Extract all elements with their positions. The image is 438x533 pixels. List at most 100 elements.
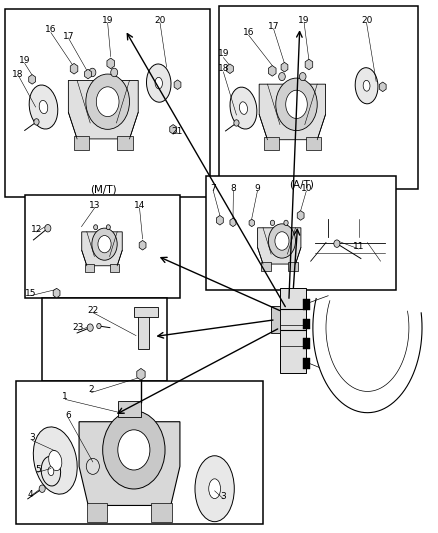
- Bar: [85, 264, 94, 272]
- Polygon shape: [230, 218, 236, 227]
- Bar: [306, 137, 321, 150]
- Text: 3: 3: [29, 433, 35, 442]
- Polygon shape: [258, 228, 301, 264]
- Polygon shape: [226, 64, 233, 74]
- Text: 11: 11: [353, 243, 364, 252]
- Text: 3: 3: [220, 491, 226, 500]
- Bar: [25, 195, 180, 298]
- Bar: [74, 136, 89, 150]
- Text: 14: 14: [134, 201, 145, 210]
- Text: 12: 12: [31, 225, 42, 234]
- Bar: [152, 503, 172, 522]
- Polygon shape: [53, 288, 60, 298]
- Polygon shape: [281, 62, 288, 72]
- Bar: [303, 358, 310, 368]
- Text: 2: 2: [89, 385, 94, 394]
- Text: 1: 1: [63, 392, 68, 401]
- Text: 19: 19: [218, 50, 229, 58]
- Ellipse shape: [230, 87, 257, 129]
- Circle shape: [97, 324, 101, 329]
- Circle shape: [89, 68, 96, 77]
- Bar: [288, 262, 298, 271]
- Ellipse shape: [286, 90, 307, 118]
- Bar: [261, 262, 271, 271]
- Bar: [87, 503, 107, 522]
- Polygon shape: [170, 125, 177, 134]
- Polygon shape: [174, 80, 181, 90]
- Ellipse shape: [275, 232, 289, 250]
- Circle shape: [94, 225, 98, 230]
- Ellipse shape: [155, 77, 162, 89]
- Circle shape: [106, 225, 110, 230]
- Circle shape: [270, 220, 275, 225]
- Text: 20: 20: [154, 16, 166, 25]
- Text: 16: 16: [243, 28, 254, 37]
- Text: 13: 13: [89, 201, 100, 210]
- Ellipse shape: [98, 236, 111, 253]
- Polygon shape: [79, 422, 180, 505]
- Bar: [303, 300, 310, 310]
- Circle shape: [45, 224, 51, 232]
- Bar: [272, 306, 280, 333]
- Ellipse shape: [48, 467, 54, 475]
- Polygon shape: [297, 211, 304, 220]
- Polygon shape: [268, 66, 276, 76]
- Bar: [5, 9, 210, 197]
- Text: 19: 19: [102, 16, 113, 25]
- Text: 22: 22: [88, 305, 99, 314]
- Ellipse shape: [118, 430, 150, 470]
- Bar: [206, 176, 396, 290]
- Polygon shape: [107, 58, 114, 69]
- Text: 6: 6: [66, 411, 71, 420]
- Bar: [219, 6, 418, 189]
- Bar: [42, 298, 166, 381]
- Text: 18: 18: [218, 64, 229, 73]
- Text: 8: 8: [230, 184, 236, 193]
- Bar: [16, 381, 263, 524]
- Ellipse shape: [86, 74, 130, 130]
- Text: 19: 19: [19, 56, 31, 64]
- Ellipse shape: [146, 64, 171, 102]
- Text: 23: 23: [73, 323, 84, 332]
- Polygon shape: [280, 288, 306, 373]
- Circle shape: [334, 240, 340, 247]
- Polygon shape: [259, 84, 325, 140]
- Circle shape: [234, 120, 239, 126]
- Text: 15: 15: [25, 288, 36, 297]
- Text: 20: 20: [361, 16, 372, 25]
- Polygon shape: [85, 69, 92, 79]
- Text: 10: 10: [300, 184, 312, 193]
- Text: (A/T): (A/T): [290, 179, 314, 189]
- Circle shape: [39, 485, 45, 492]
- Polygon shape: [216, 215, 223, 225]
- Ellipse shape: [240, 102, 247, 115]
- Bar: [117, 136, 133, 150]
- Bar: [303, 338, 310, 349]
- Polygon shape: [29, 75, 35, 84]
- Polygon shape: [379, 82, 386, 92]
- Ellipse shape: [102, 411, 165, 489]
- Circle shape: [87, 324, 93, 332]
- Ellipse shape: [276, 78, 317, 131]
- Bar: [138, 309, 149, 349]
- Polygon shape: [137, 368, 145, 380]
- Ellipse shape: [33, 427, 77, 494]
- Text: 21: 21: [172, 127, 183, 136]
- Text: (M/T): (M/T): [90, 184, 117, 195]
- Text: 16: 16: [45, 26, 57, 35]
- Bar: [303, 319, 310, 329]
- Text: 7: 7: [210, 184, 216, 193]
- Circle shape: [300, 72, 306, 80]
- Ellipse shape: [41, 456, 60, 486]
- Polygon shape: [139, 240, 146, 250]
- Circle shape: [111, 68, 118, 77]
- Polygon shape: [70, 63, 78, 74]
- Text: 9: 9: [254, 184, 260, 193]
- Ellipse shape: [29, 85, 58, 129]
- Ellipse shape: [355, 68, 378, 104]
- Text: 5: 5: [35, 465, 41, 474]
- Circle shape: [34, 119, 39, 125]
- Polygon shape: [249, 219, 254, 227]
- Circle shape: [279, 72, 285, 80]
- Polygon shape: [82, 232, 122, 266]
